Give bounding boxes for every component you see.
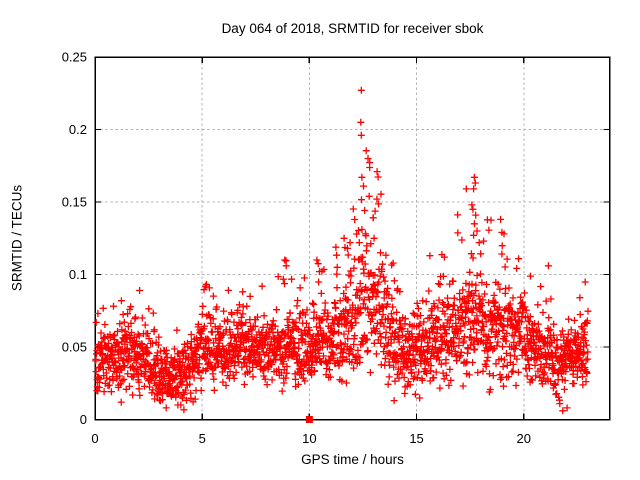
series-flag-points — [305, 416, 313, 423]
x-tick-label: 10 — [302, 431, 316, 446]
axis-ticks — [94, 56, 610, 421]
x-tick-label: 20 — [517, 431, 531, 446]
x-axis-label: GPS time / hours — [301, 452, 404, 467]
y-tick-label: 0 — [80, 412, 87, 427]
x-tick-label: 15 — [409, 431, 423, 446]
y-tick-labels: 0 0.05 0.1 0.15 0.2 0.25 — [62, 50, 87, 428]
y-axis-label: SRMTID / TECUs — [9, 184, 25, 292]
y-tick-label: 0.25 — [62, 50, 87, 65]
series-srmtid-points — [92, 86, 592, 415]
chart-title: Day 064 of 2018, SRMTID for receiver sbo… — [221, 21, 484, 36]
x-tick-labels: 0 5 10 15 20 — [91, 431, 531, 446]
y-tick-label: 0.2 — [69, 122, 87, 137]
y-tick-label: 0.15 — [62, 195, 87, 210]
y-tick-label: 0.05 — [62, 340, 87, 355]
y-tick-label: 0.1 — [69, 267, 87, 282]
plot-frame — [94, 56, 611, 421]
x-tick-label: 5 — [199, 431, 206, 446]
x-tick-label: 0 — [91, 431, 98, 446]
